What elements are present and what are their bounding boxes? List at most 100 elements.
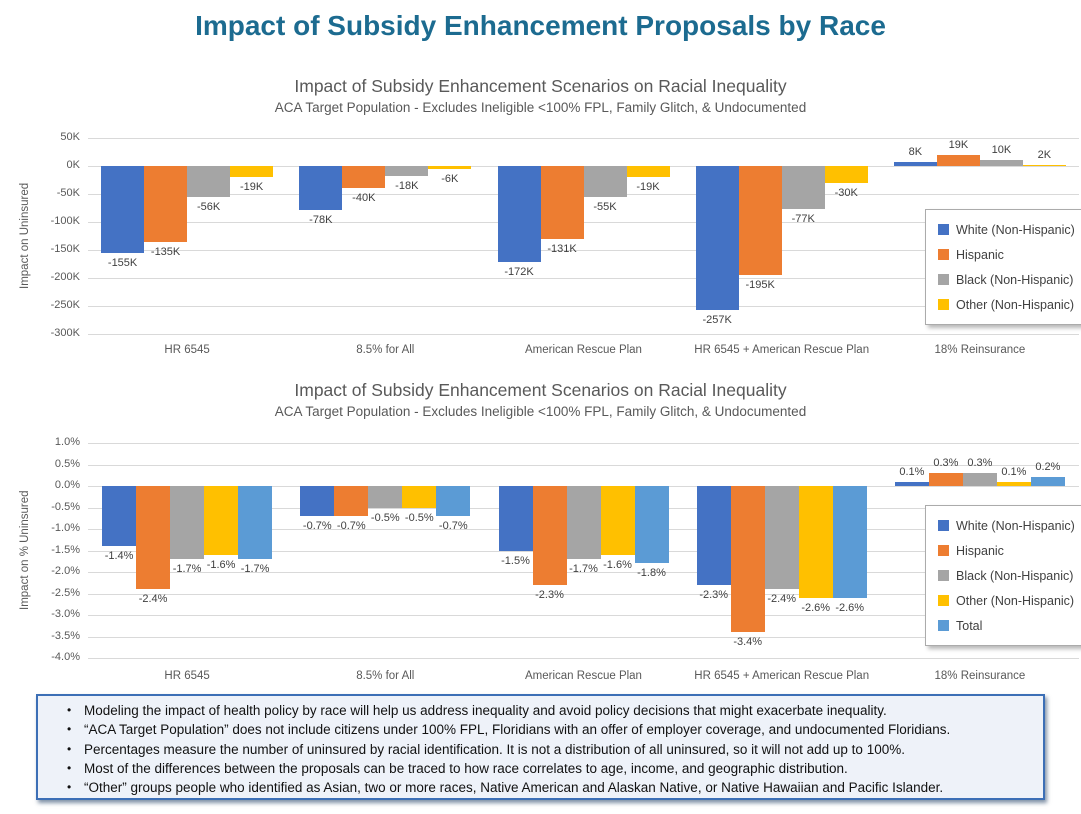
bar <box>634 486 669 564</box>
legend-item: Total <box>938 613 1081 638</box>
bar <box>894 481 929 486</box>
bar-value-label: -56K <box>196 201 221 214</box>
note-item: Modeling the impact of health policy by … <box>67 701 1033 721</box>
legend-label: Other (Non-Hispanic) <box>956 297 1075 312</box>
bar-value-label: -135K <box>150 245 181 258</box>
chart-impact-on-uninsured-count: Impact of Subsidy Enhancement Scenarios … <box>0 68 1081 368</box>
bar-value-label: -30K <box>834 186 858 199</box>
bar-value-label: -195K <box>745 279 775 292</box>
bar <box>368 486 403 508</box>
y-tick-label: -0.5% <box>51 500 80 513</box>
legend-label: Total <box>956 618 983 633</box>
bar-value-label: -40K <box>352 192 376 205</box>
bar <box>101 166 145 253</box>
note-item: Percentages measure the number of uninsu… <box>67 740 1033 760</box>
note-item: “Other” groups people who identified as … <box>67 778 1033 798</box>
chart-subtitle: ACA Target Population - Excludes Ineligi… <box>274 100 807 115</box>
bar-value-label: 2K <box>1037 148 1052 161</box>
bar <box>600 486 635 555</box>
gridline <box>88 572 1079 573</box>
bar-value-label: 8K <box>908 145 923 158</box>
y-tick-label: -1.0% <box>51 522 80 534</box>
legend: White (Non-Hispanic) Hispanic Black (Non-H… <box>925 505 1081 646</box>
bar-value-label: -172K <box>504 266 534 279</box>
bar-value-label: -1.6% <box>603 558 632 571</box>
gridline <box>88 334 1079 335</box>
bar <box>230 166 274 177</box>
bar <box>299 166 343 210</box>
notes-box: Modeling the impact of health policy by … <box>36 694 1045 800</box>
bar <box>540 166 584 240</box>
bar-value-label: -2.6% <box>801 601 831 614</box>
legend-item: Other (Non-Hispanic) <box>938 292 1081 317</box>
bar-value-label: -0.7% <box>336 520 366 533</box>
bar-value-label: 10K <box>991 144 1012 157</box>
bar <box>781 166 825 210</box>
bar <box>1030 477 1065 486</box>
bar <box>334 486 369 517</box>
y-tick-label: 0.5% <box>54 457 80 470</box>
bar-value-label: -1.7% <box>172 563 202 576</box>
bar-value-label: -0.5% <box>404 511 434 524</box>
x-category-label: 18% Reinsurance <box>934 670 1026 682</box>
gridline <box>88 250 1079 251</box>
bar-value-label: -1.7% <box>240 563 270 576</box>
plot-area: 50K 0K -50K -100K -150K -200K -250K -300K HR 654… <box>0 68 1081 368</box>
chart-title: Impact of Subsidy Enhancement Scenarios … <box>294 380 787 400</box>
bar-value-label: -2.6% <box>835 601 865 614</box>
bar <box>1022 164 1066 166</box>
bar <box>626 166 670 177</box>
bar <box>436 486 471 517</box>
bar-value-label: -2.4% <box>767 593 797 606</box>
gridline <box>88 636 1079 638</box>
bar-value-label: -1.7% <box>569 563 598 576</box>
bar <box>832 486 867 598</box>
gridline <box>88 222 1079 223</box>
y-tick-label: -300K <box>50 327 80 339</box>
gridline <box>88 593 1079 595</box>
y-tick-label: 0K <box>66 159 80 171</box>
gridline <box>88 615 1079 616</box>
bar <box>532 486 567 585</box>
legend-label: White (Non-Hispanic) <box>956 518 1075 533</box>
legend-item: Other (Non-Hispanic) <box>938 588 1081 613</box>
legend-swatch <box>938 249 949 260</box>
x-category-label: 18% Reinsurance <box>934 344 1026 356</box>
legend-item: Hispanic <box>938 538 1081 563</box>
bar-value-label: -6K <box>441 173 459 186</box>
note-item: “ACA Target Population” does not include… <box>67 720 1033 740</box>
legend-item: Black (Non-Hispanic) <box>938 563 1081 588</box>
legend-item: White (Non-Hispanic) <box>938 217 1081 242</box>
y-tick-label: -1.5% <box>51 543 80 556</box>
bar <box>764 486 799 590</box>
bar-value-label: 0.2% <box>1035 461 1061 474</box>
legend-label: Other (Non-Hispanic) <box>956 593 1075 608</box>
bar-value-label: 0.3% <box>933 457 959 470</box>
legend-label: Hispanic <box>956 543 1004 558</box>
gridline <box>88 464 1079 466</box>
legend-swatch <box>938 224 949 235</box>
bar <box>144 166 188 242</box>
bar-value-label: -18K <box>395 180 419 193</box>
bar-value-label: -2.3% <box>699 588 729 601</box>
bar <box>385 166 429 177</box>
bar <box>979 160 1023 166</box>
legend-swatch <box>938 570 949 581</box>
legend-swatch <box>938 545 949 556</box>
bar <box>798 486 833 598</box>
x-category-label: American Rescue Plan <box>524 670 642 682</box>
gridline <box>88 658 1079 659</box>
legend-label: Black (Non-Hispanic) <box>956 568 1074 583</box>
bar <box>342 166 386 189</box>
bar <box>730 486 765 633</box>
x-category-label: HR 6545 <box>164 344 210 356</box>
bar <box>583 166 627 197</box>
bar-value-label: -131K <box>547 243 577 256</box>
bar <box>893 161 937 166</box>
y-tick-label: -150K <box>50 243 80 255</box>
legend-item: Black (Non-Hispanic) <box>938 267 1081 292</box>
y-tick-label: -100K <box>50 215 80 227</box>
chart-impact-on-uninsured-percent: Impact of Subsidy Enhancement Scenarios … <box>0 372 1081 684</box>
legend-item: Hispanic <box>938 242 1081 267</box>
bar <box>300 486 335 517</box>
